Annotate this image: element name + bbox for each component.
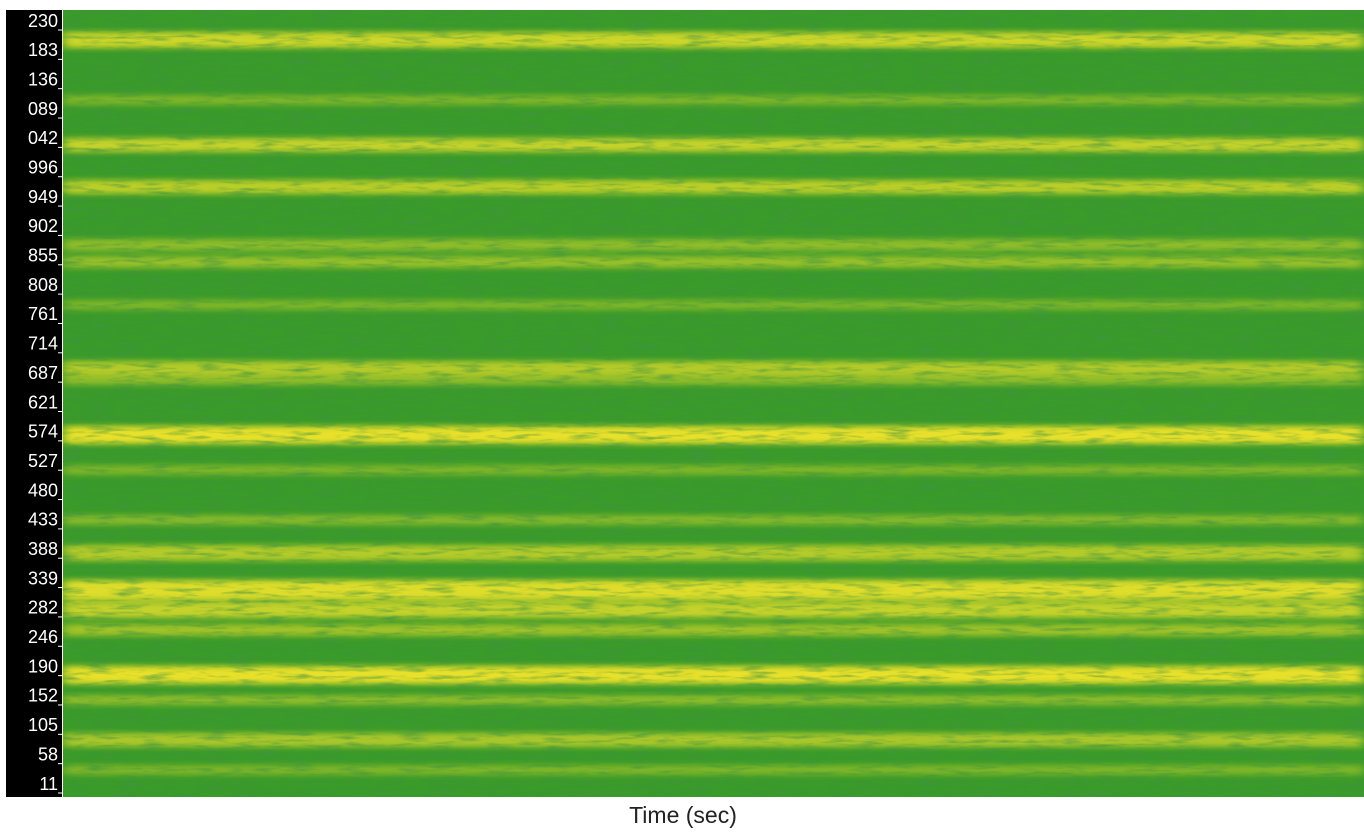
y-label: 902: [28, 216, 58, 236]
y-label: 621: [28, 392, 58, 412]
x-axis-label: Time (sec): [629, 802, 737, 828]
y-label: 388: [28, 539, 58, 559]
y-label: 152: [28, 686, 58, 706]
y-label: 089: [28, 99, 58, 119]
y-label: 183: [28, 40, 58, 60]
y-label: 761: [28, 304, 58, 324]
y-label: 687: [28, 363, 58, 383]
y-label: 574: [28, 422, 58, 442]
y-label: 808: [28, 275, 58, 295]
y-label: 714: [28, 334, 58, 354]
label-column: [6, 10, 62, 797]
y-label: 339: [28, 568, 58, 588]
y-label: 527: [28, 451, 58, 471]
y-label: 11: [39, 774, 58, 794]
y-label: 105: [28, 715, 58, 735]
y-label: 949: [28, 187, 58, 207]
y-label: 996: [28, 157, 58, 177]
y-label: 855: [28, 246, 58, 266]
y-label: 480: [28, 480, 58, 500]
y-label: 230: [28, 11, 58, 31]
y-label: 246: [28, 627, 58, 647]
y-label: 136: [28, 69, 58, 89]
y-label: 282: [28, 598, 58, 618]
spectrogram: [63, 10, 1364, 797]
y-label: 190: [28, 656, 58, 676]
y-label: 58: [38, 744, 58, 764]
y-label: 433: [28, 510, 58, 530]
y-label: 042: [28, 128, 58, 148]
